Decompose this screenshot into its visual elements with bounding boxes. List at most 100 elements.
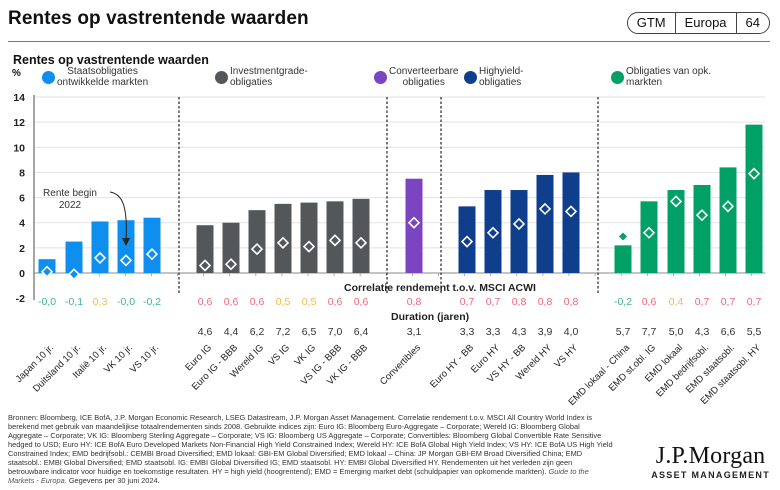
rate-2022-marker — [486, 226, 500, 239]
correlation-label: 0,6 — [328, 296, 343, 308]
rate-2022-marker — [328, 234, 342, 247]
duration-label: 7,2 — [276, 326, 291, 338]
legend-label-govt: Staatsobligaties ontwikkelde markten — [57, 66, 148, 88]
correlation-label: 0,8 — [564, 296, 579, 308]
rate-2022-marker — [642, 226, 656, 239]
jpmorgan-logo: J.P.Morgan ASSET MANAGEMENT — [651, 444, 770, 480]
legend-line: Converteerbare — [389, 66, 459, 77]
correlation-label: 0,8 — [538, 296, 553, 308]
correlation-label: 0,4 — [669, 296, 684, 308]
y-tick-label: 14 — [13, 92, 25, 104]
logo-subtitle: ASSET MANAGEMENT — [651, 470, 770, 480]
rate-2022-marker — [407, 216, 421, 229]
legend-dot-govt — [42, 71, 55, 84]
duration-label: 6,5 — [302, 326, 317, 338]
y-tick-label: 2 — [19, 243, 25, 255]
correlation-label: -0,0 — [38, 296, 56, 308]
rate-2022-marker — [93, 251, 107, 265]
correlation-label: 0,7 — [460, 296, 475, 308]
source-text: Bronnen: Bloomberg, ICE BofA, J.P. Morga… — [8, 413, 613, 476]
legend-line: obligaties — [479, 77, 522, 88]
annotation-arrow — [109, 191, 127, 243]
correlation-label: 0,7 — [695, 296, 710, 308]
bar — [352, 198, 370, 273]
y-tick-label: 8 — [19, 167, 25, 179]
duration-label: 6,4 — [354, 326, 369, 338]
legend-line: ontwikkelde markten — [57, 77, 149, 88]
y-tick-label: 0 — [19, 268, 25, 280]
y-tick-label: 6 — [19, 193, 25, 205]
page-title: Rentes op vastrentende waarden — [8, 8, 309, 29]
legend-line: obligaties — [402, 77, 445, 88]
legend-label-convertibles: Converteerbare obligaties — [389, 66, 458, 88]
x-category-label: Convertibles — [378, 342, 423, 387]
bar — [693, 185, 711, 273]
legend-line: markten — [626, 77, 663, 88]
duration-label: 4,0 — [564, 326, 579, 338]
x-category-label: VS IG — [266, 342, 292, 368]
bar — [300, 202, 318, 273]
duration-label: 3,3 — [460, 326, 475, 338]
bar — [614, 245, 632, 273]
duration-label: 7,7 — [642, 326, 657, 338]
duration-label: 6,2 — [250, 326, 265, 338]
rate-2022-marker — [538, 202, 552, 216]
header-divider — [8, 41, 770, 42]
legend-item-convertibles: Converteerbare obligaties — [374, 66, 458, 88]
rate-2022-marker — [721, 200, 735, 213]
legend-label-ig: Investmentgrade-obligaties — [230, 66, 308, 88]
correlation-header: Correlatie rendement t.o.v. MSCI ACWI — [344, 282, 536, 294]
legend-dot-convertibles — [374, 71, 387, 84]
legend-line: Obligaties van opk. — [626, 66, 712, 77]
correlation-label: 0,5 — [302, 296, 317, 308]
x-category-label: Euro HY - BB — [428, 342, 476, 390]
rate-2022-marker — [747, 167, 761, 180]
y-tick-label: 12 — [13, 117, 25, 129]
rate-2022-marker — [198, 259, 212, 272]
annotation-arrowhead — [122, 238, 130, 246]
badge-page-number: 64 — [735, 13, 769, 33]
logo-wordmark: J.P.Morgan — [655, 443, 766, 469]
bar — [143, 217, 161, 273]
correlation-label: 0,7 — [747, 296, 762, 308]
guide-text: Guide to the Markets - Europa. — [8, 467, 589, 485]
rate-2022-marker — [250, 242, 264, 256]
annotation-text: 2022 — [59, 200, 82, 211]
bar — [248, 210, 266, 273]
legend-dot-em — [611, 71, 624, 84]
bar — [484, 190, 502, 273]
rate-2022-marker — [354, 236, 368, 249]
bar — [458, 206, 476, 273]
correlation-label: 0,8 — [407, 296, 422, 308]
legend-item-govt: Staatsobligaties ontwikkelde markten — [42, 66, 148, 88]
y-tick-label: 10 — [13, 142, 25, 154]
correlation-label: 0,6 — [642, 296, 657, 308]
correlation-label: -0,2 — [614, 296, 632, 308]
bar — [222, 222, 240, 273]
legend-line: Investmentgrade- — [230, 66, 308, 77]
y-tick-label: 4 — [19, 218, 25, 230]
correlation-label: 0,5 — [276, 296, 291, 308]
correlation-label: 0,8 — [512, 296, 527, 308]
legend-line: Highyield- — [479, 66, 524, 77]
duration-label: 4,3 — [512, 326, 527, 338]
rate-2022-marker — [512, 217, 526, 231]
rate-2022-marker — [119, 254, 133, 267]
duration-label: 3,3 — [486, 326, 501, 338]
correlation-label: 0,7 — [486, 296, 501, 308]
gtm-badge: GTM Europa 64 — [626, 12, 770, 34]
rate-2022-marker — [619, 232, 627, 241]
y-tick-label: -2 — [16, 293, 25, 305]
bar — [562, 172, 580, 273]
duration-label: 5,0 — [669, 326, 684, 338]
correlation-label: 0,7 — [721, 296, 736, 308]
legend-dot-ig — [215, 71, 228, 84]
rate-2022-marker — [224, 258, 238, 271]
duration-label: 3,9 — [538, 326, 553, 338]
y-axis-unit: % — [12, 68, 21, 79]
bar — [667, 190, 685, 273]
duration-label: 6,6 — [721, 326, 736, 338]
correlation-label: -0,1 — [65, 296, 83, 308]
chart-title: Rentes op vastrentende waarden — [13, 53, 209, 67]
